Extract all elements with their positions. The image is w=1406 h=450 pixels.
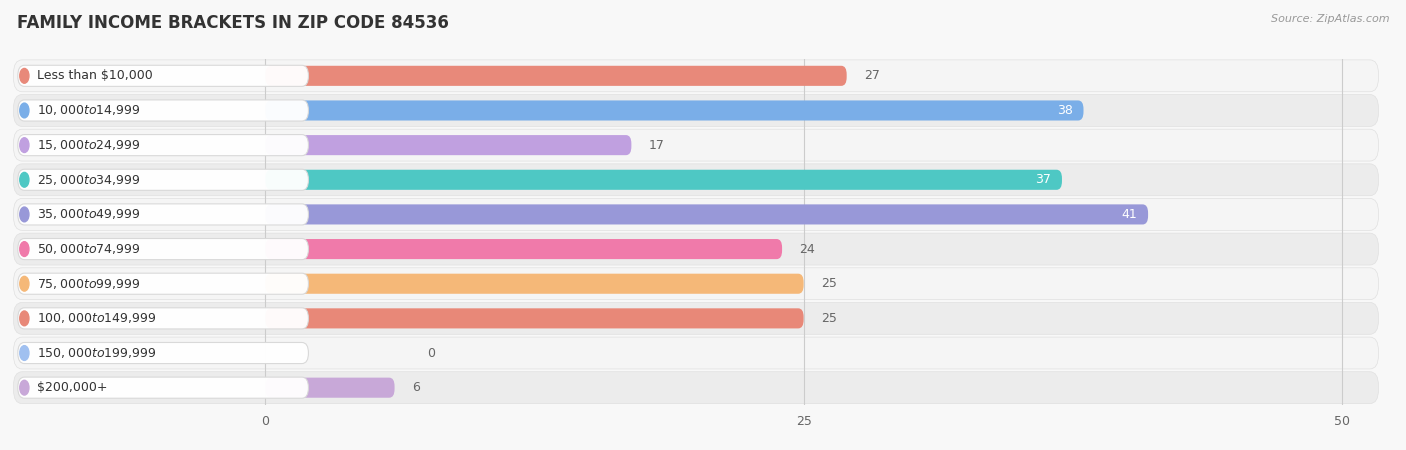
Text: 38: 38	[1057, 104, 1073, 117]
FancyBboxPatch shape	[14, 60, 1378, 92]
FancyBboxPatch shape	[14, 94, 1378, 126]
FancyBboxPatch shape	[14, 233, 1378, 265]
FancyBboxPatch shape	[266, 308, 804, 328]
Text: Source: ZipAtlas.com: Source: ZipAtlas.com	[1271, 14, 1389, 23]
FancyBboxPatch shape	[18, 65, 308, 86]
FancyBboxPatch shape	[266, 135, 631, 155]
FancyBboxPatch shape	[14, 198, 1378, 230]
Text: $25,000 to $34,999: $25,000 to $34,999	[38, 173, 141, 187]
Text: $10,000 to $14,999: $10,000 to $14,999	[38, 104, 141, 117]
FancyBboxPatch shape	[18, 135, 308, 156]
Text: $15,000 to $24,999: $15,000 to $24,999	[38, 138, 141, 152]
Circle shape	[20, 172, 30, 187]
FancyBboxPatch shape	[18, 377, 308, 398]
FancyBboxPatch shape	[266, 204, 1149, 225]
Circle shape	[20, 346, 30, 360]
Circle shape	[20, 380, 30, 395]
Circle shape	[20, 207, 30, 222]
Text: $200,000+: $200,000+	[38, 381, 108, 394]
FancyBboxPatch shape	[18, 100, 308, 121]
FancyBboxPatch shape	[14, 372, 1378, 404]
Text: $75,000 to $99,999: $75,000 to $99,999	[38, 277, 141, 291]
Text: $100,000 to $149,999: $100,000 to $149,999	[38, 311, 157, 325]
FancyBboxPatch shape	[18, 204, 308, 225]
Circle shape	[20, 138, 30, 153]
Text: 37: 37	[1035, 173, 1052, 186]
FancyBboxPatch shape	[18, 238, 308, 260]
FancyBboxPatch shape	[266, 274, 804, 294]
FancyBboxPatch shape	[266, 66, 846, 86]
FancyBboxPatch shape	[266, 239, 782, 259]
FancyBboxPatch shape	[18, 342, 308, 364]
FancyBboxPatch shape	[14, 337, 1378, 369]
FancyBboxPatch shape	[18, 308, 308, 329]
FancyBboxPatch shape	[14, 302, 1378, 334]
Text: $50,000 to $74,999: $50,000 to $74,999	[38, 242, 141, 256]
Text: 0: 0	[427, 346, 434, 360]
Text: $35,000 to $49,999: $35,000 to $49,999	[38, 207, 141, 221]
FancyBboxPatch shape	[14, 268, 1378, 300]
Text: 25: 25	[821, 312, 837, 325]
Text: $150,000 to $199,999: $150,000 to $199,999	[38, 346, 157, 360]
Text: Less than $10,000: Less than $10,000	[38, 69, 153, 82]
Text: 27: 27	[863, 69, 880, 82]
Circle shape	[20, 276, 30, 291]
Circle shape	[20, 242, 30, 256]
FancyBboxPatch shape	[18, 273, 308, 294]
FancyBboxPatch shape	[266, 170, 1062, 190]
Circle shape	[20, 103, 30, 118]
Circle shape	[20, 311, 30, 326]
Text: 17: 17	[648, 139, 665, 152]
Text: 24: 24	[800, 243, 815, 256]
Text: 41: 41	[1122, 208, 1137, 221]
Text: FAMILY INCOME BRACKETS IN ZIP CODE 84536: FAMILY INCOME BRACKETS IN ZIP CODE 84536	[17, 14, 449, 32]
Circle shape	[20, 68, 30, 83]
Text: 25: 25	[821, 277, 837, 290]
FancyBboxPatch shape	[14, 164, 1378, 196]
FancyBboxPatch shape	[266, 378, 395, 398]
FancyBboxPatch shape	[266, 100, 1084, 121]
Text: 6: 6	[412, 381, 419, 394]
FancyBboxPatch shape	[18, 169, 308, 190]
FancyBboxPatch shape	[14, 129, 1378, 161]
